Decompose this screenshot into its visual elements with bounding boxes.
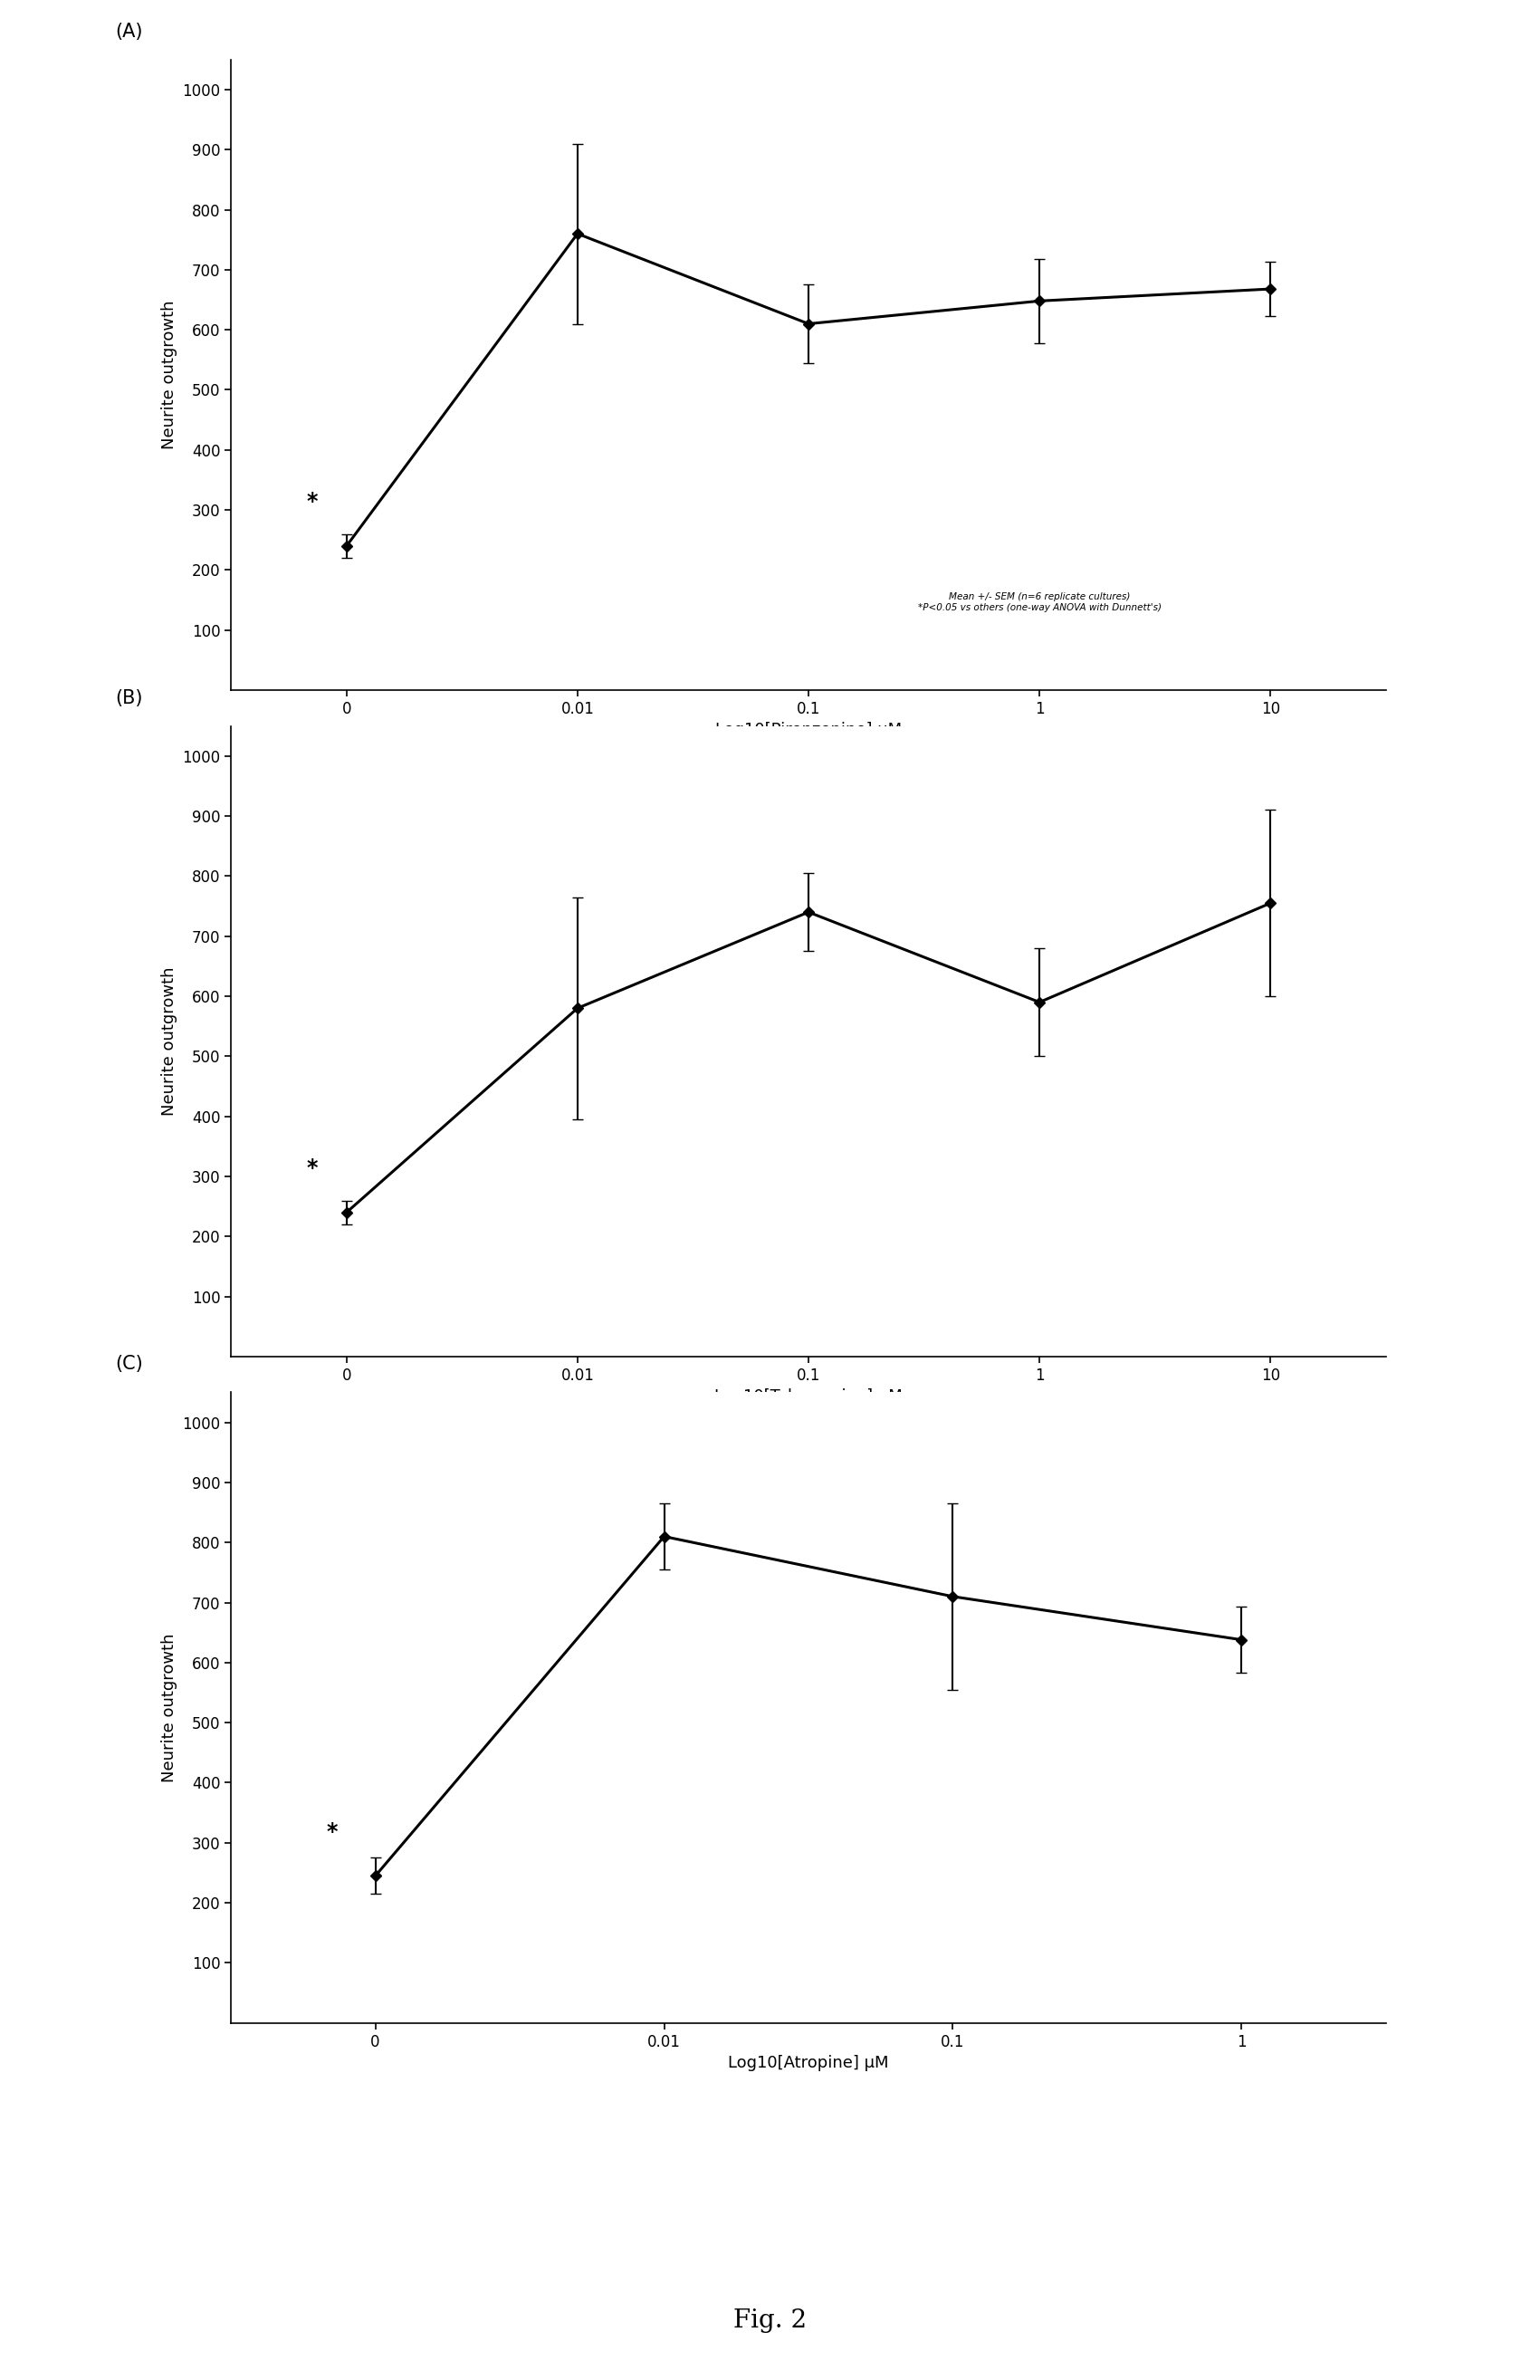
Y-axis label: Neurite outgrowth: Neurite outgrowth (160, 300, 177, 450)
Y-axis label: Neurite outgrowth: Neurite outgrowth (160, 1633, 177, 1783)
X-axis label: Log10[Atropine] μM: Log10[Atropine] μM (728, 2054, 889, 2071)
X-axis label: Log10[Pirenzepine] μM: Log10[Pirenzepine] μM (715, 721, 902, 738)
Text: (C): (C) (115, 1354, 143, 1373)
Text: *: * (326, 1821, 337, 1842)
Text: Fig. 2: Fig. 2 (733, 2309, 807, 2332)
Text: *: * (306, 490, 317, 514)
Text: *: * (306, 1157, 317, 1180)
Text: (B): (B) (115, 688, 143, 707)
Text: (A): (A) (115, 21, 143, 40)
X-axis label: Log10[Telenzepine] μM: Log10[Telenzepine] μM (715, 1388, 902, 1404)
Text: Mean +/- SEM (n=6 replicate cultures)
*P<0.05 vs others (one-way ANOVA with Dunn: Mean +/- SEM (n=6 replicate cultures) *P… (918, 593, 1161, 612)
Y-axis label: Neurite outgrowth: Neurite outgrowth (160, 966, 177, 1116)
